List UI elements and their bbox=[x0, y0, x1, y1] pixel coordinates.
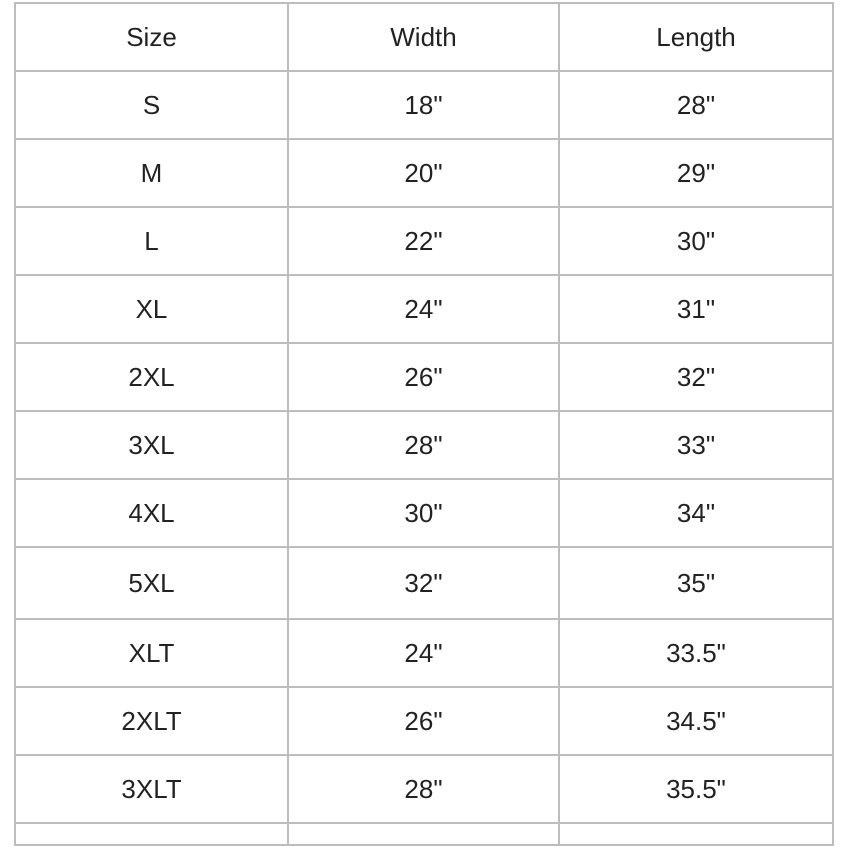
size-cell: L bbox=[14, 206, 289, 276]
length-cell: 34" bbox=[558, 478, 834, 548]
length-cell: 32" bbox=[558, 342, 834, 412]
width-cell: 18" bbox=[287, 70, 560, 140]
table-row: L 22" 30" bbox=[14, 206, 834, 276]
table-row: M 20" 29" bbox=[14, 138, 834, 208]
table-row: S 18" 28" bbox=[14, 70, 834, 140]
length-cell: 29" bbox=[558, 138, 834, 208]
size-cell: XLT bbox=[14, 618, 289, 688]
length-cell: 31" bbox=[558, 274, 834, 344]
header-size: Size bbox=[14, 2, 289, 72]
length-cell: 35" bbox=[558, 546, 834, 620]
width-cell: 24" bbox=[287, 274, 560, 344]
table-row: 3XLT 28" 35.5" bbox=[14, 754, 834, 824]
empty-cell bbox=[558, 822, 834, 846]
size-cell: 4XL bbox=[14, 478, 289, 548]
length-cell: 28" bbox=[558, 70, 834, 140]
width-cell: 20" bbox=[287, 138, 560, 208]
empty-cell bbox=[14, 822, 289, 846]
header-row: Size Width Length bbox=[14, 2, 834, 72]
table-row: 3XL 28" 33" bbox=[14, 410, 834, 480]
width-cell: 26" bbox=[287, 686, 560, 756]
size-cell: M bbox=[14, 138, 289, 208]
table-row: 4XL 30" 34" bbox=[14, 478, 834, 548]
width-cell: 24" bbox=[287, 618, 560, 688]
size-cell: 3XLT bbox=[14, 754, 289, 824]
size-cell: 5XL bbox=[14, 546, 289, 620]
length-cell: 33" bbox=[558, 410, 834, 480]
length-cell: 34.5" bbox=[558, 686, 834, 756]
size-cell: XL bbox=[14, 274, 289, 344]
table-row: XL 24" 31" bbox=[14, 274, 834, 344]
size-cell: 2XLT bbox=[14, 686, 289, 756]
header-length: Length bbox=[558, 2, 834, 72]
width-cell: 26" bbox=[287, 342, 560, 412]
size-chart-table: Size Width Length S 18" 28" M 20" 29" L 22" 30" X… bbox=[14, 2, 834, 846]
width-cell: 28" bbox=[287, 754, 560, 824]
table-row: 2XL 26" 32" bbox=[14, 342, 834, 412]
width-cell: 28" bbox=[287, 410, 560, 480]
length-cell: 33.5" bbox=[558, 618, 834, 688]
width-cell: 22" bbox=[287, 206, 560, 276]
table-row: 5XL 32" 35" bbox=[14, 546, 834, 620]
table-row: XLT 24" 33.5" bbox=[14, 618, 834, 688]
width-cell: 30" bbox=[287, 478, 560, 548]
length-cell: 35.5" bbox=[558, 754, 834, 824]
size-cell: 3XL bbox=[14, 410, 289, 480]
width-cell: 32" bbox=[287, 546, 560, 620]
empty-cell bbox=[287, 822, 560, 846]
size-cell: S bbox=[14, 70, 289, 140]
header-width: Width bbox=[287, 2, 560, 72]
table-row-empty bbox=[14, 822, 834, 846]
length-cell: 30" bbox=[558, 206, 834, 276]
size-cell: 2XL bbox=[14, 342, 289, 412]
table-row: 2XLT 26" 34.5" bbox=[14, 686, 834, 756]
